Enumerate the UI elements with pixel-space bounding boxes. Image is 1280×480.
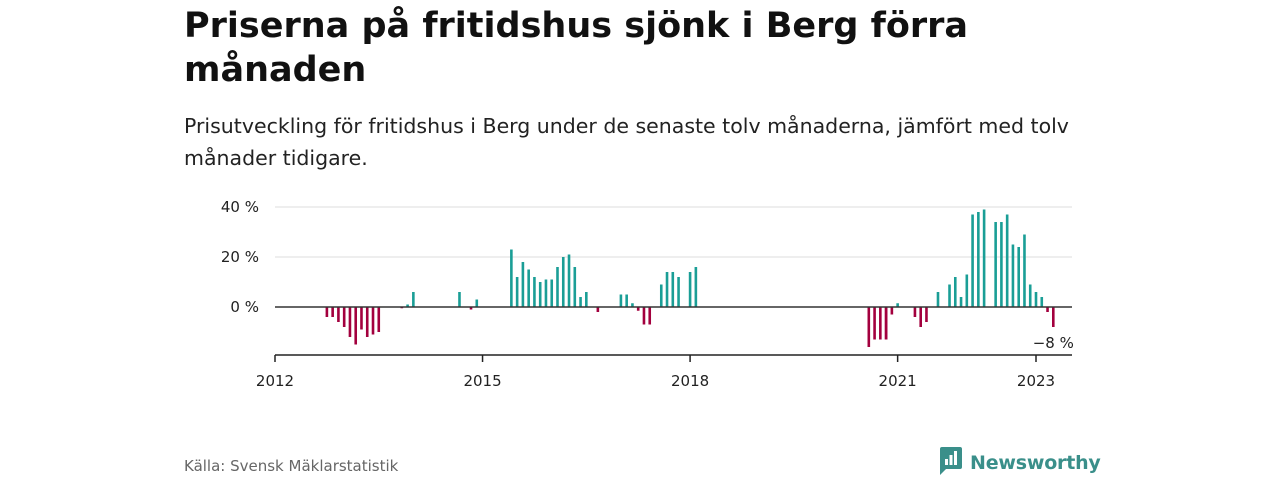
x-tick-label: 2023 [1017,372,1055,390]
bar [377,307,381,332]
bar [1000,222,1003,307]
bar [994,222,997,307]
bar [538,282,542,307]
bar [873,307,876,340]
bar [1034,292,1038,307]
bar [982,209,986,307]
bar [671,272,675,307]
labels: 0 % 20 % 40 % 2012 2015 2018 2021 2023 −8 % [221,198,1074,390]
x-tick-label: 2021 [879,372,917,390]
chart-subtitle: Prisutveckling för fritidshus i Berg und… [184,114,1069,170]
x-tick-label: 2015 [463,372,501,390]
bar [365,307,369,337]
bar [1046,307,1049,312]
brand-name: Newsworthy [970,452,1101,474]
bar [884,307,888,340]
bar [515,277,519,307]
bar [371,307,375,335]
y-tick-label: 20 % [221,248,259,266]
bar [948,284,951,307]
bar [533,277,536,307]
bar [867,307,871,347]
y-tick-label: 40 % [221,198,259,216]
bar [1028,284,1032,307]
last-value-label: −8 % [1033,334,1074,352]
bar [677,277,680,307]
y-tick-label: 0 % [230,298,259,316]
bar [521,262,525,307]
bar [1005,214,1009,307]
bar [1011,244,1015,307]
axes [274,306,1072,362]
bar [573,267,577,307]
bar [544,279,548,307]
bar [665,272,669,307]
bar [936,292,940,307]
bar [458,292,461,307]
bar [348,307,352,337]
bar [550,279,554,307]
bar [890,307,894,315]
bar [913,307,917,317]
bar [325,307,329,317]
bar [625,294,628,307]
bar [636,307,640,311]
newsworthy-logo-icon [937,446,963,480]
bar [919,307,922,327]
bar [879,307,882,340]
bar [619,294,623,307]
bar [896,303,899,307]
bar [688,272,692,307]
gridlines [275,206,1072,258]
x-tick-label: 2018 [671,372,709,390]
bar [1040,297,1044,307]
source-note: Källa: Svensk Mäklarstatistik [184,457,399,475]
bar [953,277,957,307]
bar [1023,234,1026,307]
bar [412,292,415,307]
bar [475,299,479,307]
chart-title: Priserna på fritidshus sjönk i Berg förr… [184,6,969,90]
bar [965,274,969,307]
bar [631,303,634,307]
bar [642,307,646,325]
bar [360,307,363,330]
bar [406,304,409,307]
bar [342,307,346,327]
bar [527,269,530,307]
x-tick-label: 2012 [256,372,294,390]
bar [354,307,358,345]
bar [1052,307,1055,327]
bar [694,267,698,307]
bar [585,292,588,307]
bar [331,307,334,317]
bar [959,297,963,307]
bar [596,307,600,312]
bar [337,307,340,322]
bar-chart: 0 % 20 % 40 % 2012 2015 2018 2021 2023 −8 % [221,198,1074,390]
bar [579,297,582,307]
bar [1017,247,1020,307]
bar [469,307,473,310]
bar [648,307,652,325]
bar [659,284,663,307]
bar [561,257,565,307]
bar [971,214,974,307]
bar [977,212,980,307]
bar [925,307,928,322]
brand-logo[interactable]: Newsworthy [937,447,1101,479]
bars [325,209,1055,347]
bar [567,254,571,307]
bar [556,267,559,307]
bar [510,249,513,307]
